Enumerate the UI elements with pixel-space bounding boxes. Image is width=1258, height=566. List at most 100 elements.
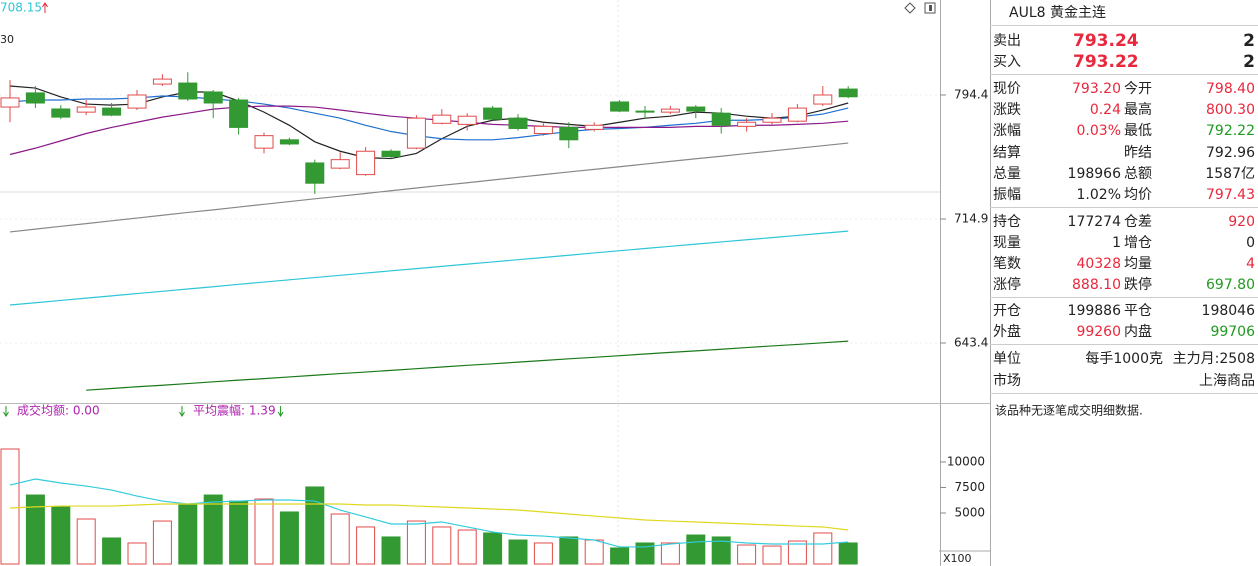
candle-body — [737, 121, 757, 127]
ma-line — [9, 85, 849, 160]
quote-label: 总额 — [1124, 166, 1152, 182]
quote-label: 平仓 — [1124, 303, 1152, 319]
candle-body — [838, 88, 858, 98]
candle-body — [635, 110, 655, 113]
ma-value-label: 708.15 — [0, 1, 42, 15]
volume-bar — [660, 542, 680, 565]
quote-label: 仓差 — [1124, 214, 1152, 230]
quote-label: 卖出 — [993, 33, 1021, 49]
quote-label: 跌停 — [1124, 276, 1152, 293]
volume-bar — [102, 537, 122, 565]
quote-value: 793.22 — [1073, 52, 1139, 72]
quote-label: 涨停 — [993, 276, 1021, 293]
quote-value: 0 — [1246, 235, 1255, 251]
quote-label: 涨跌 — [993, 102, 1021, 118]
quote-label: 内盘 — [1124, 323, 1152, 340]
volume-bar — [838, 542, 858, 565]
quote-value: 177274 — [1068, 214, 1122, 230]
quote-value: 792.96 — [1206, 145, 1255, 161]
quote-note: 该品种无逐笔成交明细数据. — [995, 403, 1143, 418]
draw-tool-icon[interactable] — [904, 2, 916, 14]
quote-label: 笔数 — [993, 256, 1021, 272]
candle-body — [229, 99, 249, 128]
y-tick-label: 794.4 — [954, 87, 988, 101]
candle-body — [25, 92, 45, 104]
quote-label: 均量 — [1124, 256, 1152, 272]
volume-bar — [457, 529, 477, 565]
volume-bar — [711, 536, 731, 565]
period-label: 30 — [0, 33, 14, 46]
quote-label: 总量 — [993, 166, 1021, 182]
candle-body — [203, 91, 223, 104]
quote-label: 单位 — [993, 351, 1021, 367]
volume-bar — [610, 547, 630, 565]
ma-line — [9, 95, 849, 141]
candle-body — [762, 117, 782, 123]
quote-label: 外盘 — [993, 323, 1021, 340]
candle-body — [483, 107, 503, 120]
quote-label: 市场 — [993, 372, 1021, 389]
quote-label: 增仓 — [1124, 235, 1152, 251]
volume-bar — [279, 511, 299, 565]
candle-body — [254, 135, 274, 149]
quote-label: 均价 — [1124, 187, 1152, 203]
ma-line — [9, 105, 849, 156]
volume-bar — [432, 526, 452, 565]
candle-body — [686, 106, 706, 112]
volume-bar — [813, 532, 833, 565]
quote-value: 792.22 — [1206, 123, 1255, 139]
indicator-label: 平均震幅: 1.39 — [193, 403, 276, 418]
quote-value: 4 — [1246, 256, 1255, 272]
quote-value: 上海商品 — [1199, 373, 1255, 389]
unit-label: X100 — [943, 552, 972, 565]
candle-body — [279, 139, 299, 145]
arrow-icon — [3, 406, 9, 417]
window-icon[interactable] — [924, 2, 936, 14]
volume-bar — [483, 532, 503, 565]
quote-value: 1.02% — [1077, 187, 1121, 203]
quote-label: 最低 — [1124, 123, 1152, 139]
quote-value: 888.10 — [1072, 277, 1121, 293]
volume-bar — [356, 526, 376, 565]
candle-body — [152, 78, 172, 85]
candle-body — [610, 101, 630, 112]
volume-bar — [787, 540, 807, 565]
candle-body — [381, 150, 401, 158]
quote-value: 198046 — [1202, 303, 1256, 319]
y-tick-label: 5000 — [954, 505, 985, 519]
quote-value: 40328 — [1076, 256, 1121, 272]
candle-body — [787, 107, 807, 122]
candle-body — [76, 106, 96, 113]
quote-label: 现价 — [993, 81, 1021, 97]
quote-label: 今开 — [1124, 81, 1152, 97]
volume-bar — [51, 506, 71, 565]
quote-label: 昨结 — [1124, 145, 1152, 161]
candle-body — [330, 159, 350, 169]
quote-label: 结算 — [993, 145, 1021, 161]
quote-value: 920 — [1228, 214, 1255, 230]
volume-bar — [559, 536, 579, 565]
candle-body — [584, 124, 604, 130]
quote-value: 800.30 — [1206, 102, 1255, 118]
quote-value: 198966 — [1068, 166, 1122, 182]
quote-value: 798.40 — [1206, 81, 1255, 97]
volume-bar — [330, 513, 350, 565]
quote-value: 793.20 — [1072, 81, 1121, 97]
candle-body — [305, 162, 325, 184]
y-tick-label: 643.4 — [954, 335, 988, 349]
quote-value: 0.03% — [1077, 123, 1121, 139]
candle-body — [0, 97, 20, 108]
quote-value: 697.80 — [1206, 277, 1255, 293]
volume-bar — [25, 494, 45, 565]
y-tick-label: 714.9 — [954, 212, 988, 226]
ma-line — [9, 142, 849, 233]
candle-body — [457, 115, 477, 125]
quote-value: 1587亿 — [1205, 166, 1255, 182]
quote-value: 797.43 — [1206, 187, 1255, 203]
quote-value: 2 — [1243, 52, 1255, 72]
volume-bar — [203, 494, 223, 565]
candle-body — [102, 107, 122, 116]
quote-value: 主力月:2508 — [1173, 351, 1255, 367]
quote-value: 99706 — [1210, 324, 1255, 340]
volume-bar — [0, 448, 20, 565]
